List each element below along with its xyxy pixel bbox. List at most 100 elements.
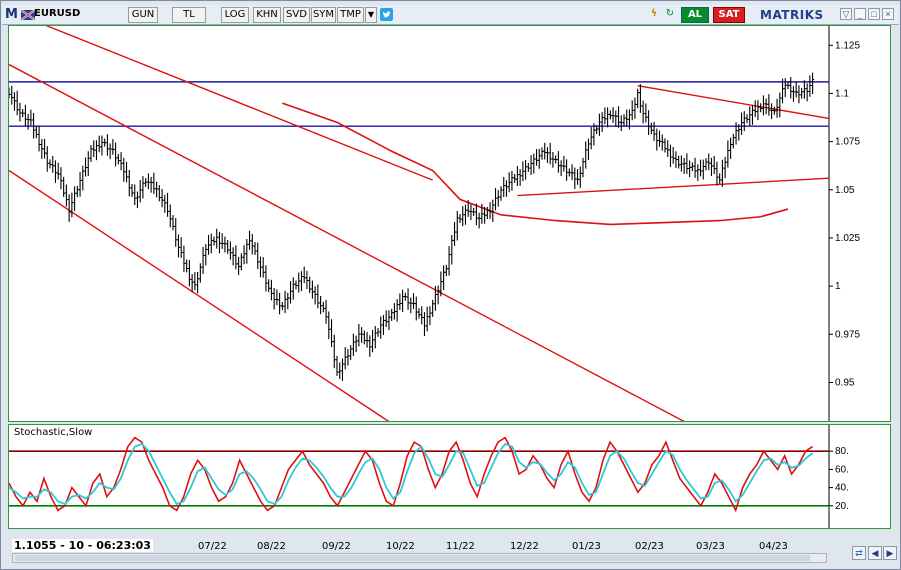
buy-button[interactable]: AL [681,7,709,23]
flag-icon [21,10,35,20]
price-bar [707,153,711,171]
price-bar [105,134,109,156]
price-bar [155,181,159,198]
price-bar [658,130,662,147]
twitter-icon[interactable] [380,8,393,21]
price-bar [521,161,525,182]
price-bar [64,184,68,207]
price-bar [794,81,798,98]
price-bar [570,164,574,180]
price-bar [365,331,369,348]
minimize-icon[interactable]: _ [854,8,866,20]
price-bar [811,72,815,94]
scroll-right-icon[interactable]: ▶ [883,546,897,560]
price-bar [562,155,566,172]
y-tick-label: 1 [835,281,841,292]
price-bar [237,256,241,276]
price-bar [395,299,399,322]
scroll-thumb[interactable] [15,555,810,561]
price-bar [524,159,528,180]
price-bar [84,157,88,177]
price-bar [499,186,503,201]
price-bar [644,103,648,123]
price-bar [174,217,178,247]
sym-button[interactable]: SYM [311,7,336,23]
price-bar [660,134,664,151]
price-chart[interactable]: 0.95 0.975 1 1.025 1.05 1.075 1.1 1.125 [8,25,891,422]
price-bar [376,327,380,337]
price-bar [253,242,257,255]
price-bar [663,138,667,153]
price-bar [97,135,101,153]
price-bar [461,206,465,227]
price-bar [302,266,306,284]
price-bar [234,245,238,270]
price-bar [53,160,57,183]
tmp-button[interactable]: TMP [337,7,364,23]
period-daily-button[interactable]: GUN [128,7,158,23]
sync-icon[interactable]: ⇄ [852,546,866,560]
horizontal-scrollbar[interactable] [12,553,827,563]
price-bar [368,335,372,357]
dropdown-icon[interactable]: ▽ [840,8,852,20]
price-bar [693,157,697,178]
price-bar [144,178,148,187]
app-logo[interactable]: M [5,7,18,22]
price-bar [622,114,626,127]
price-bar [688,160,692,177]
price-bar [682,157,686,175]
price-bar [387,310,391,331]
price-bar [764,98,768,115]
y-tick-label: 1.05 [835,185,855,196]
stochastic-chart-canvas[interactable]: 20. 40. 60. 80. [9,425,890,528]
price-bar [330,319,334,347]
price-bar [116,154,120,165]
price-bar [540,147,544,160]
price-bar [70,192,74,218]
price-bar [217,231,221,254]
trend-line [637,85,830,120]
price-bar [45,146,49,172]
price-bar [748,106,752,127]
price-bar [715,161,719,186]
price-bar [286,292,290,310]
price-bar [392,303,396,320]
price-bar [10,85,14,105]
refresh-icon[interactable]: ↻ [665,8,675,19]
price-bar [398,293,402,310]
svd-button[interactable]: SVD [283,7,310,23]
price-chart-canvas[interactable]: 0.95 0.975 1 1.025 1.05 1.075 1.1 1.125 [9,26,890,421]
symbol-label[interactable]: EURUSD [34,8,81,19]
currency-tl-button[interactable]: TL [172,7,206,23]
price-bar [163,194,167,213]
stochastic-d-line [9,442,814,506]
lightning-icon[interactable]: ϟ [650,8,658,19]
price-bar [168,204,172,228]
price-bar [18,102,22,122]
price-bar [617,106,621,128]
sell-button[interactable]: SAT [713,7,745,23]
price-bar [43,138,47,159]
y-tick-label: 1.125 [835,40,860,51]
month-label: 10/22 [386,541,415,552]
maximize-icon[interactable]: □ [868,8,880,20]
price-bar [114,142,118,167]
price-bar [215,228,219,249]
chevron-down-icon[interactable]: ▼ [365,7,377,23]
price-bar [704,158,708,171]
price-bar [723,156,727,179]
log-scale-button[interactable]: LOG [221,7,249,23]
price-bar [526,162,530,172]
price-bar [502,177,506,197]
scroll-left-icon[interactable]: ◀ [868,546,882,560]
price-bar [48,159,52,169]
price-bar [567,168,571,177]
khn-button[interactable]: KHN [253,7,281,23]
price-bar [551,152,555,168]
price-bar [29,109,33,126]
price-bar [677,155,681,169]
price-bar [182,245,186,272]
stochastic-panel[interactable]: 20. 40. 60. 80. Stochastic,Slow [8,424,891,529]
price-bar [800,87,804,99]
close-icon[interactable]: × [882,8,894,20]
